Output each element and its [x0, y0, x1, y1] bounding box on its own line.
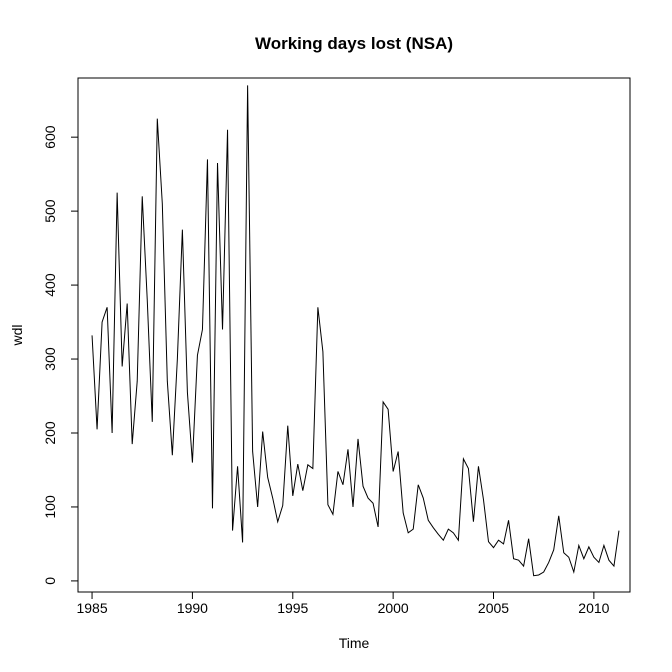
x-axis: 1985 1990 1995 2000 2005 2010: [76, 591, 610, 616]
y-tick-label: 0: [42, 577, 58, 585]
y-axis: 0 100 200 300 400 500 600: [42, 125, 79, 585]
y-tick-label: 400: [42, 273, 58, 297]
x-tick-label: 1995: [277, 600, 308, 616]
x-axis-label: Time: [339, 635, 370, 651]
x-tick-label: 2000: [378, 600, 409, 616]
x-tick-label: 2005: [478, 600, 509, 616]
y-axis-label: wdl: [9, 324, 25, 346]
x-tick-label: 1990: [177, 600, 208, 616]
y-tick-label: 600: [42, 125, 58, 149]
y-tick-label: 200: [42, 421, 58, 445]
y-tick-label: 300: [42, 347, 58, 371]
x-tick-label: 1985: [76, 600, 107, 616]
plot-frame: [77, 77, 631, 593]
chart-title: Working days lost (NSA): [255, 34, 453, 53]
y-tick-label: 500: [42, 199, 58, 223]
x-tick-label: 2010: [578, 600, 609, 616]
series-line: [91, 85, 620, 577]
y-tick-label: 100: [42, 495, 58, 519]
